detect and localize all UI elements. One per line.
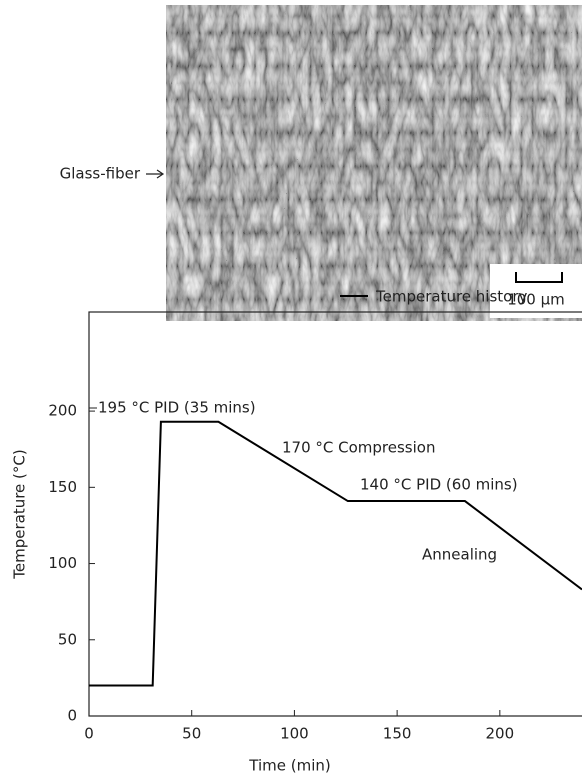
plot-frame: [89, 312, 582, 716]
figure: 100 μm Glass-fiber Time (min) Temperatur…: [0, 0, 582, 780]
micrograph: 100 μm Glass-fiber: [60, 5, 582, 321]
annotation: 170 °C Compression: [282, 439, 435, 457]
x-tick-label: 150: [383, 725, 412, 743]
y-tick-label: 50: [58, 630, 77, 648]
annotation: 140 °C PID (60 mins): [360, 476, 518, 494]
legend-label: Temperature history: [375, 288, 528, 306]
x-tick-label: 200: [486, 725, 515, 743]
fiber-arrow: [146, 170, 163, 178]
x-tick-label: 50: [182, 725, 201, 743]
annotation: 195 °C PID (35 mins): [98, 399, 256, 417]
x-tick-label: 0: [84, 725, 94, 743]
y-tick-label: 150: [48, 478, 77, 496]
y-tick-label: 0: [67, 707, 77, 725]
x-axis-label: Time (min): [248, 757, 330, 775]
x-tick-label: 100: [280, 725, 309, 743]
series-line: [89, 422, 582, 686]
y-tick-label: 200: [48, 402, 77, 420]
annotation: Annealing: [422, 546, 497, 564]
fiber-label: Glass-fiber: [60, 165, 141, 183]
y-axis-label: Temperature (°C): [11, 449, 29, 579]
y-tick-label: 100: [48, 554, 77, 572]
